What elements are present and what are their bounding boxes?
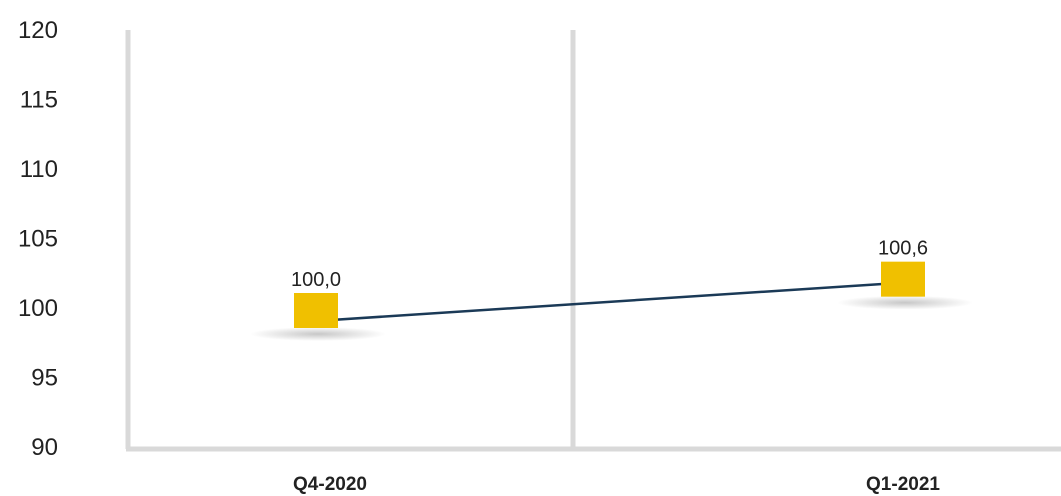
y-tick-label-120: 120 [18,17,58,44]
data-label-q1-2021: 100,6 [878,238,928,260]
x-tick-label-q4-2020: Q4-2020 [293,474,367,495]
y-tick-label-100: 100 [18,295,58,322]
series-line [315,281,904,323]
y-tick-label-90: 90 [31,434,58,461]
data-label-q4-2020: 100,0 [291,269,341,291]
data-marker-q4-2020 [294,293,338,328]
marker-shadow-1 [250,327,386,341]
y-tick-label-95: 95 [31,365,58,392]
marker-shadow-2 [837,295,973,310]
data-marker-q1-2021 [881,261,925,297]
x-tick-label-q1-2021: Q1-2021 [866,474,940,495]
y-tick-label-110: 110 [20,156,58,183]
y-tick-label-105: 105 [18,226,58,253]
y-tick-label-115: 115 [20,87,58,114]
